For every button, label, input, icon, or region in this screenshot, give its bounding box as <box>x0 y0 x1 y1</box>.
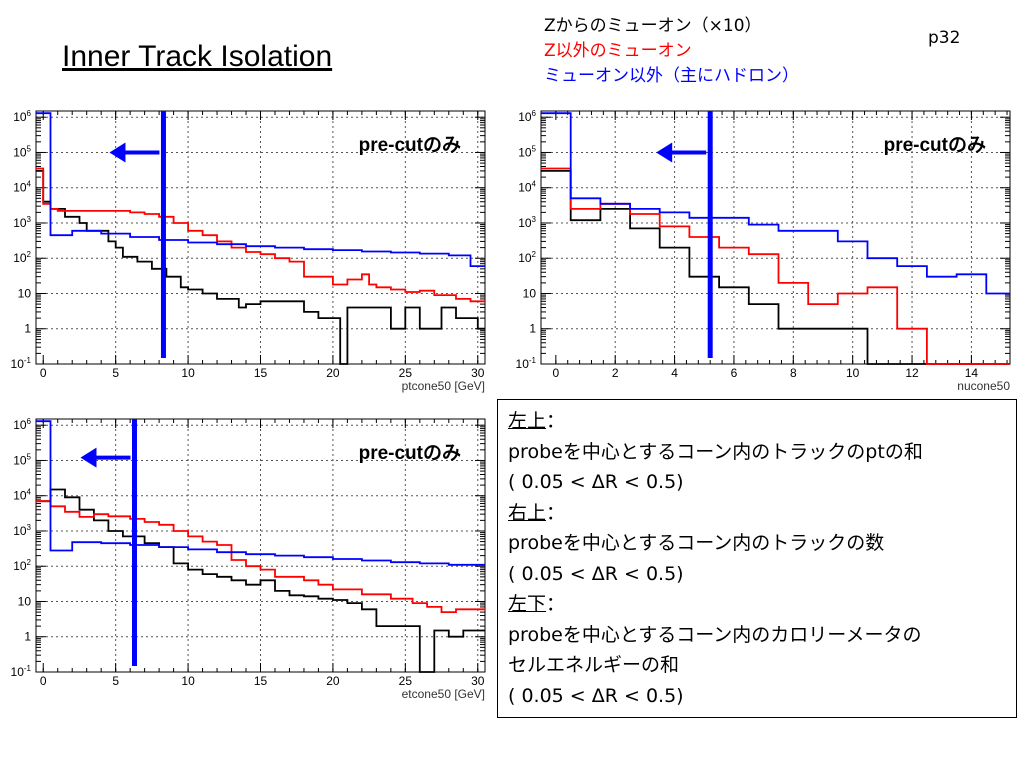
desc-top-left-line: 左上： <box>508 406 1006 437</box>
y-tick-label: 105 <box>518 144 536 159</box>
y-tick-label: 106 <box>13 109 31 124</box>
legend: Zからのミューオン（×10） Z以外のミューオン ミューオン以外（主にハドロン） <box>544 14 799 89</box>
y-tick-label: 1 <box>24 630 31 644</box>
x-axis-label: etcone50 [GeV] <box>402 687 485 701</box>
legend-z-muon: Zからのミューオン（×10） <box>544 16 762 36</box>
y-tick-label: 10 <box>18 286 32 300</box>
annotation-pre-cut: pre-cutのみ <box>359 443 461 464</box>
series-hadron <box>541 112 1010 295</box>
y-tick-label: 103 <box>518 215 536 230</box>
y-tick-label: 106 <box>518 109 536 124</box>
y-tick-label: 105 <box>13 144 31 159</box>
page-number: p32 <box>928 28 961 48</box>
desc-top-right-text: probeを中心とするコーン内のトラックの数 <box>508 532 885 554</box>
y-tick-label: 103 <box>13 215 31 230</box>
x-tick-label: 25 <box>399 674 413 688</box>
x-tick-label: 0 <box>552 366 559 380</box>
desc-top-right-range: ( 0.05 < ΔR < 0.5) <box>508 562 684 585</box>
series-other-muon <box>36 500 485 613</box>
series-z-muon <box>36 170 485 365</box>
cut-arrow-head <box>80 447 97 468</box>
annotation-pre-cut: pre-cutのみ <box>359 135 461 156</box>
desc-colon: ： <box>546 501 566 524</box>
desc-top-left-text: probeを中心とするコーン内のトラックのptの和 <box>508 440 923 463</box>
x-tick-label: 10 <box>181 366 195 380</box>
desc-colon: ： <box>546 410 566 432</box>
x-tick-label: 0 <box>40 366 47 380</box>
x-axis-label: nucone50 <box>957 379 1010 393</box>
series-hadron <box>36 420 485 566</box>
y-tick-label: 102 <box>13 250 31 265</box>
series-z-muon <box>541 170 1010 365</box>
desc-bottom-left-heading: 左下 <box>508 593 547 615</box>
desc-bottom-left-text2: セルエネルギーの和 <box>508 654 680 676</box>
y-tick-label: 106 <box>13 417 31 432</box>
series-other-muon <box>36 167 485 303</box>
x-axis-label: ptcone50 [GeV] <box>402 379 485 393</box>
x-tick-label: 15 <box>254 674 268 688</box>
y-tick-label: 102 <box>13 558 31 573</box>
x-tick-label: 6 <box>731 366 738 380</box>
desc-top-left-range: ( 0.05 < ΔR < 0.5) <box>508 471 684 493</box>
x-tick-label: 10 <box>181 674 195 688</box>
x-tick-label: 0 <box>40 674 47 688</box>
x-tick-label: 2 <box>612 366 619 380</box>
x-tick-label: 30 <box>471 674 485 688</box>
y-tick-label: 10-1 <box>516 356 537 371</box>
y-tick-label: 102 <box>518 250 536 265</box>
desc-bottom-left-text1: probeを中心とするコーン内のカロリーメータの <box>508 623 922 646</box>
y-tick-label: 104 <box>13 488 31 503</box>
x-tick-label: 15 <box>254 366 268 380</box>
cut-arrow-head <box>109 142 126 163</box>
x-tick-label: 10 <box>846 366 860 380</box>
y-tick-label: 105 <box>13 452 31 467</box>
x-tick-label: 14 <box>965 366 979 380</box>
x-tick-label: 4 <box>671 366 678 380</box>
x-tick-label: 5 <box>112 366 119 380</box>
desc-top-right-line: 右上： <box>508 498 1006 529</box>
x-tick-label: 20 <box>326 674 340 688</box>
desc-top-right-heading: 右上 <box>508 501 547 524</box>
desc-top-left-heading: 左上 <box>508 410 547 432</box>
y-tick-label: 104 <box>518 180 536 195</box>
plot-etcone50: 0 5 10 15 20 25 30 10-1 1 10 102 103 104 105 106 etcone… <box>11 417 486 701</box>
x-tick-label: 20 <box>326 366 340 380</box>
annotation-pre-cut: pre-cutのみ <box>884 135 986 156</box>
desc-colon: ： <box>546 593 566 615</box>
legend-hadron: ミューオン以外（主にハドロン） <box>544 66 799 86</box>
series-z-muon <box>36 488 485 673</box>
x-tick-label: 8 <box>790 366 797 380</box>
series-other-muon <box>541 167 1010 365</box>
plot-ptcone50: 0 5 10 15 20 25 30 10-1 1 10 102 103 104 105 106 ptcone… <box>11 109 486 393</box>
y-tick-label: 10 <box>18 594 32 608</box>
description-box: 左上： probeを中心とするコーン内のトラックのptの和 ( 0.05 < Δ… <box>497 399 1017 718</box>
plot-nucone50: 0 2 4 6 8 10 12 14 10-1 1 10 102 103 104 105 106 nucone5… <box>516 109 1011 393</box>
y-tick-label: 10 <box>523 286 537 300</box>
y-tick-label: 1 <box>24 322 31 336</box>
desc-bottom-left-line: 左下： <box>508 589 1006 620</box>
x-tick-label: 30 <box>471 366 485 380</box>
x-tick-label: 5 <box>112 674 119 688</box>
y-tick-label: 103 <box>13 523 31 538</box>
series-hadron <box>36 112 485 267</box>
y-tick-label: 10-1 <box>11 356 32 371</box>
slide-title: Inner Track Isolation <box>62 40 333 73</box>
y-tick-label: 10-1 <box>11 664 32 679</box>
x-tick-label: 25 <box>399 366 413 380</box>
desc-bottom-left-range: ( 0.05 < ΔR < 0.5) <box>508 684 684 707</box>
y-tick-label: 1 <box>529 322 536 336</box>
x-tick-label: 12 <box>905 366 919 380</box>
y-tick-label: 104 <box>13 180 31 195</box>
legend-other-muon: Z以外のミューオン <box>544 41 692 61</box>
cut-arrow-head <box>656 142 673 163</box>
